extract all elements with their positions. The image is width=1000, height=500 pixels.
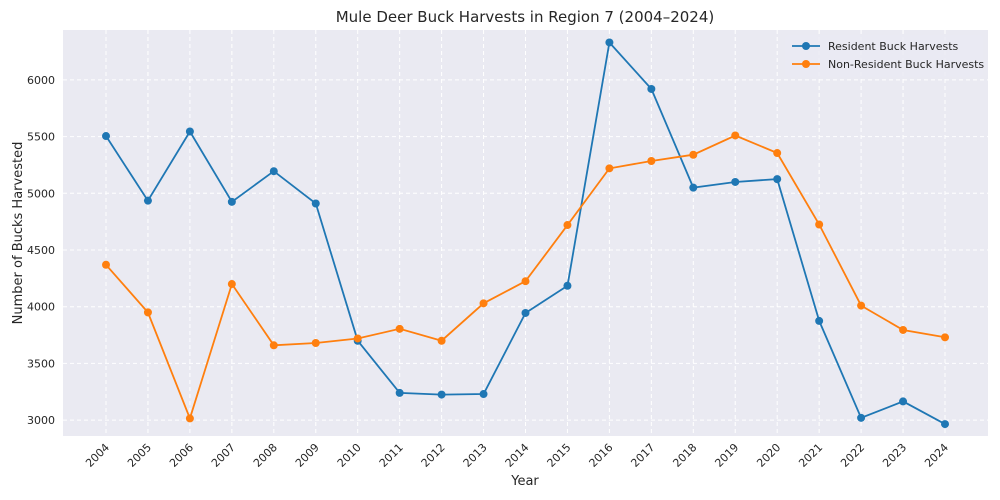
data-point-nonresident [227, 280, 236, 289]
x-tick-label: 2006 [167, 441, 196, 470]
grid-lines [63, 30, 988, 436]
x-axis-label: Year [510, 474, 539, 489]
data-point-resident [731, 177, 740, 186]
series-lines [102, 38, 949, 429]
data-point-resident [143, 196, 152, 205]
data-point-nonresident [605, 164, 614, 173]
y-axis-ticks: 3000 3500 4000 4500 5000 5500 6000 [27, 74, 55, 427]
chart-title: Mule Deer Buck Harvests in Region 7 (200… [336, 8, 715, 26]
data-point-nonresident [647, 156, 656, 165]
x-tick-label: 2007 [209, 441, 238, 470]
data-point-nonresident [143, 308, 152, 317]
data-point-resident [479, 390, 488, 399]
x-axis-ticks: 2004 2005 2006 2007 2008 2009 2010 2011 2012 2013… [83, 441, 951, 470]
data-point-resident [647, 84, 656, 93]
data-point-resident [437, 390, 446, 399]
x-tick-label: 2020 [754, 441, 783, 470]
data-point-nonresident [353, 334, 362, 343]
data-point-resident [269, 167, 278, 176]
data-point-nonresident [102, 260, 110, 269]
x-tick-label: 2015 [545, 441, 574, 470]
data-point-nonresident [899, 325, 908, 334]
data-point-resident [689, 183, 698, 192]
data-point-nonresident [185, 414, 194, 423]
legend-marker-nonresident [802, 60, 810, 68]
legend-label-nonresident: Non-Resident Buck Harvests [828, 58, 984, 71]
data-point-nonresident [395, 324, 404, 333]
data-point-resident [605, 38, 614, 47]
legend: Resident Buck Harvests Non-Resident Buck… [785, 35, 984, 77]
y-tick-label: 4000 [27, 301, 55, 314]
x-tick-label: 2024 [922, 441, 951, 470]
data-point-nonresident [731, 131, 740, 140]
data-point-resident [815, 316, 824, 325]
y-tick-label: 4500 [27, 244, 55, 257]
x-tick-label: 2008 [251, 441, 280, 470]
x-tick-label: 2019 [712, 441, 741, 470]
data-point-nonresident [857, 301, 866, 310]
data-point-resident [395, 388, 404, 397]
x-tick-label: 2012 [419, 441, 448, 470]
data-point-nonresident [521, 277, 530, 286]
data-point-resident [899, 397, 908, 406]
data-point-nonresident [437, 336, 446, 345]
data-point-resident [102, 132, 110, 141]
y-tick-label: 5500 [27, 131, 55, 144]
data-point-resident [857, 413, 866, 422]
y-tick-label: 5000 [27, 187, 55, 200]
data-point-nonresident [941, 333, 949, 342]
data-point-nonresident [689, 150, 698, 159]
x-tick-label: 2009 [293, 441, 322, 470]
x-tick-label: 2004 [83, 441, 112, 470]
legend-box [785, 35, 983, 77]
y-tick-label: 3000 [27, 414, 55, 427]
data-point-resident [227, 197, 236, 206]
data-point-resident [563, 281, 572, 290]
x-tick-label: 2023 [880, 441, 909, 470]
x-tick-label: 2022 [838, 441, 867, 470]
x-tick-label: 2014 [503, 441, 532, 470]
x-tick-label: 2011 [377, 441, 406, 470]
x-tick-label: 2016 [587, 441, 616, 470]
data-point-nonresident [479, 299, 488, 308]
x-tick-label: 2010 [335, 441, 364, 470]
data-point-resident [941, 420, 949, 429]
data-point-nonresident [773, 149, 782, 158]
legend-marker-resident [802, 42, 810, 50]
data-point-nonresident [563, 221, 572, 230]
x-tick-label: 2017 [628, 441, 657, 470]
x-tick-label: 2018 [670, 441, 699, 470]
legend-label-resident: Resident Buck Harvests [828, 40, 959, 53]
y-tick-label: 3500 [27, 357, 55, 370]
data-point-nonresident [815, 220, 824, 229]
data-point-resident [773, 175, 782, 184]
data-point-resident [521, 308, 530, 317]
y-axis-label: Number of Bucks Harvested [11, 142, 26, 325]
x-tick-label: 2021 [796, 441, 825, 470]
data-point-nonresident [311, 339, 320, 348]
data-point-resident [311, 199, 320, 208]
y-tick-label: 6000 [27, 74, 55, 87]
x-tick-label: 2013 [461, 441, 490, 470]
data-point-nonresident [269, 341, 278, 350]
data-point-resident [185, 127, 194, 136]
x-tick-label: 2005 [125, 441, 154, 470]
